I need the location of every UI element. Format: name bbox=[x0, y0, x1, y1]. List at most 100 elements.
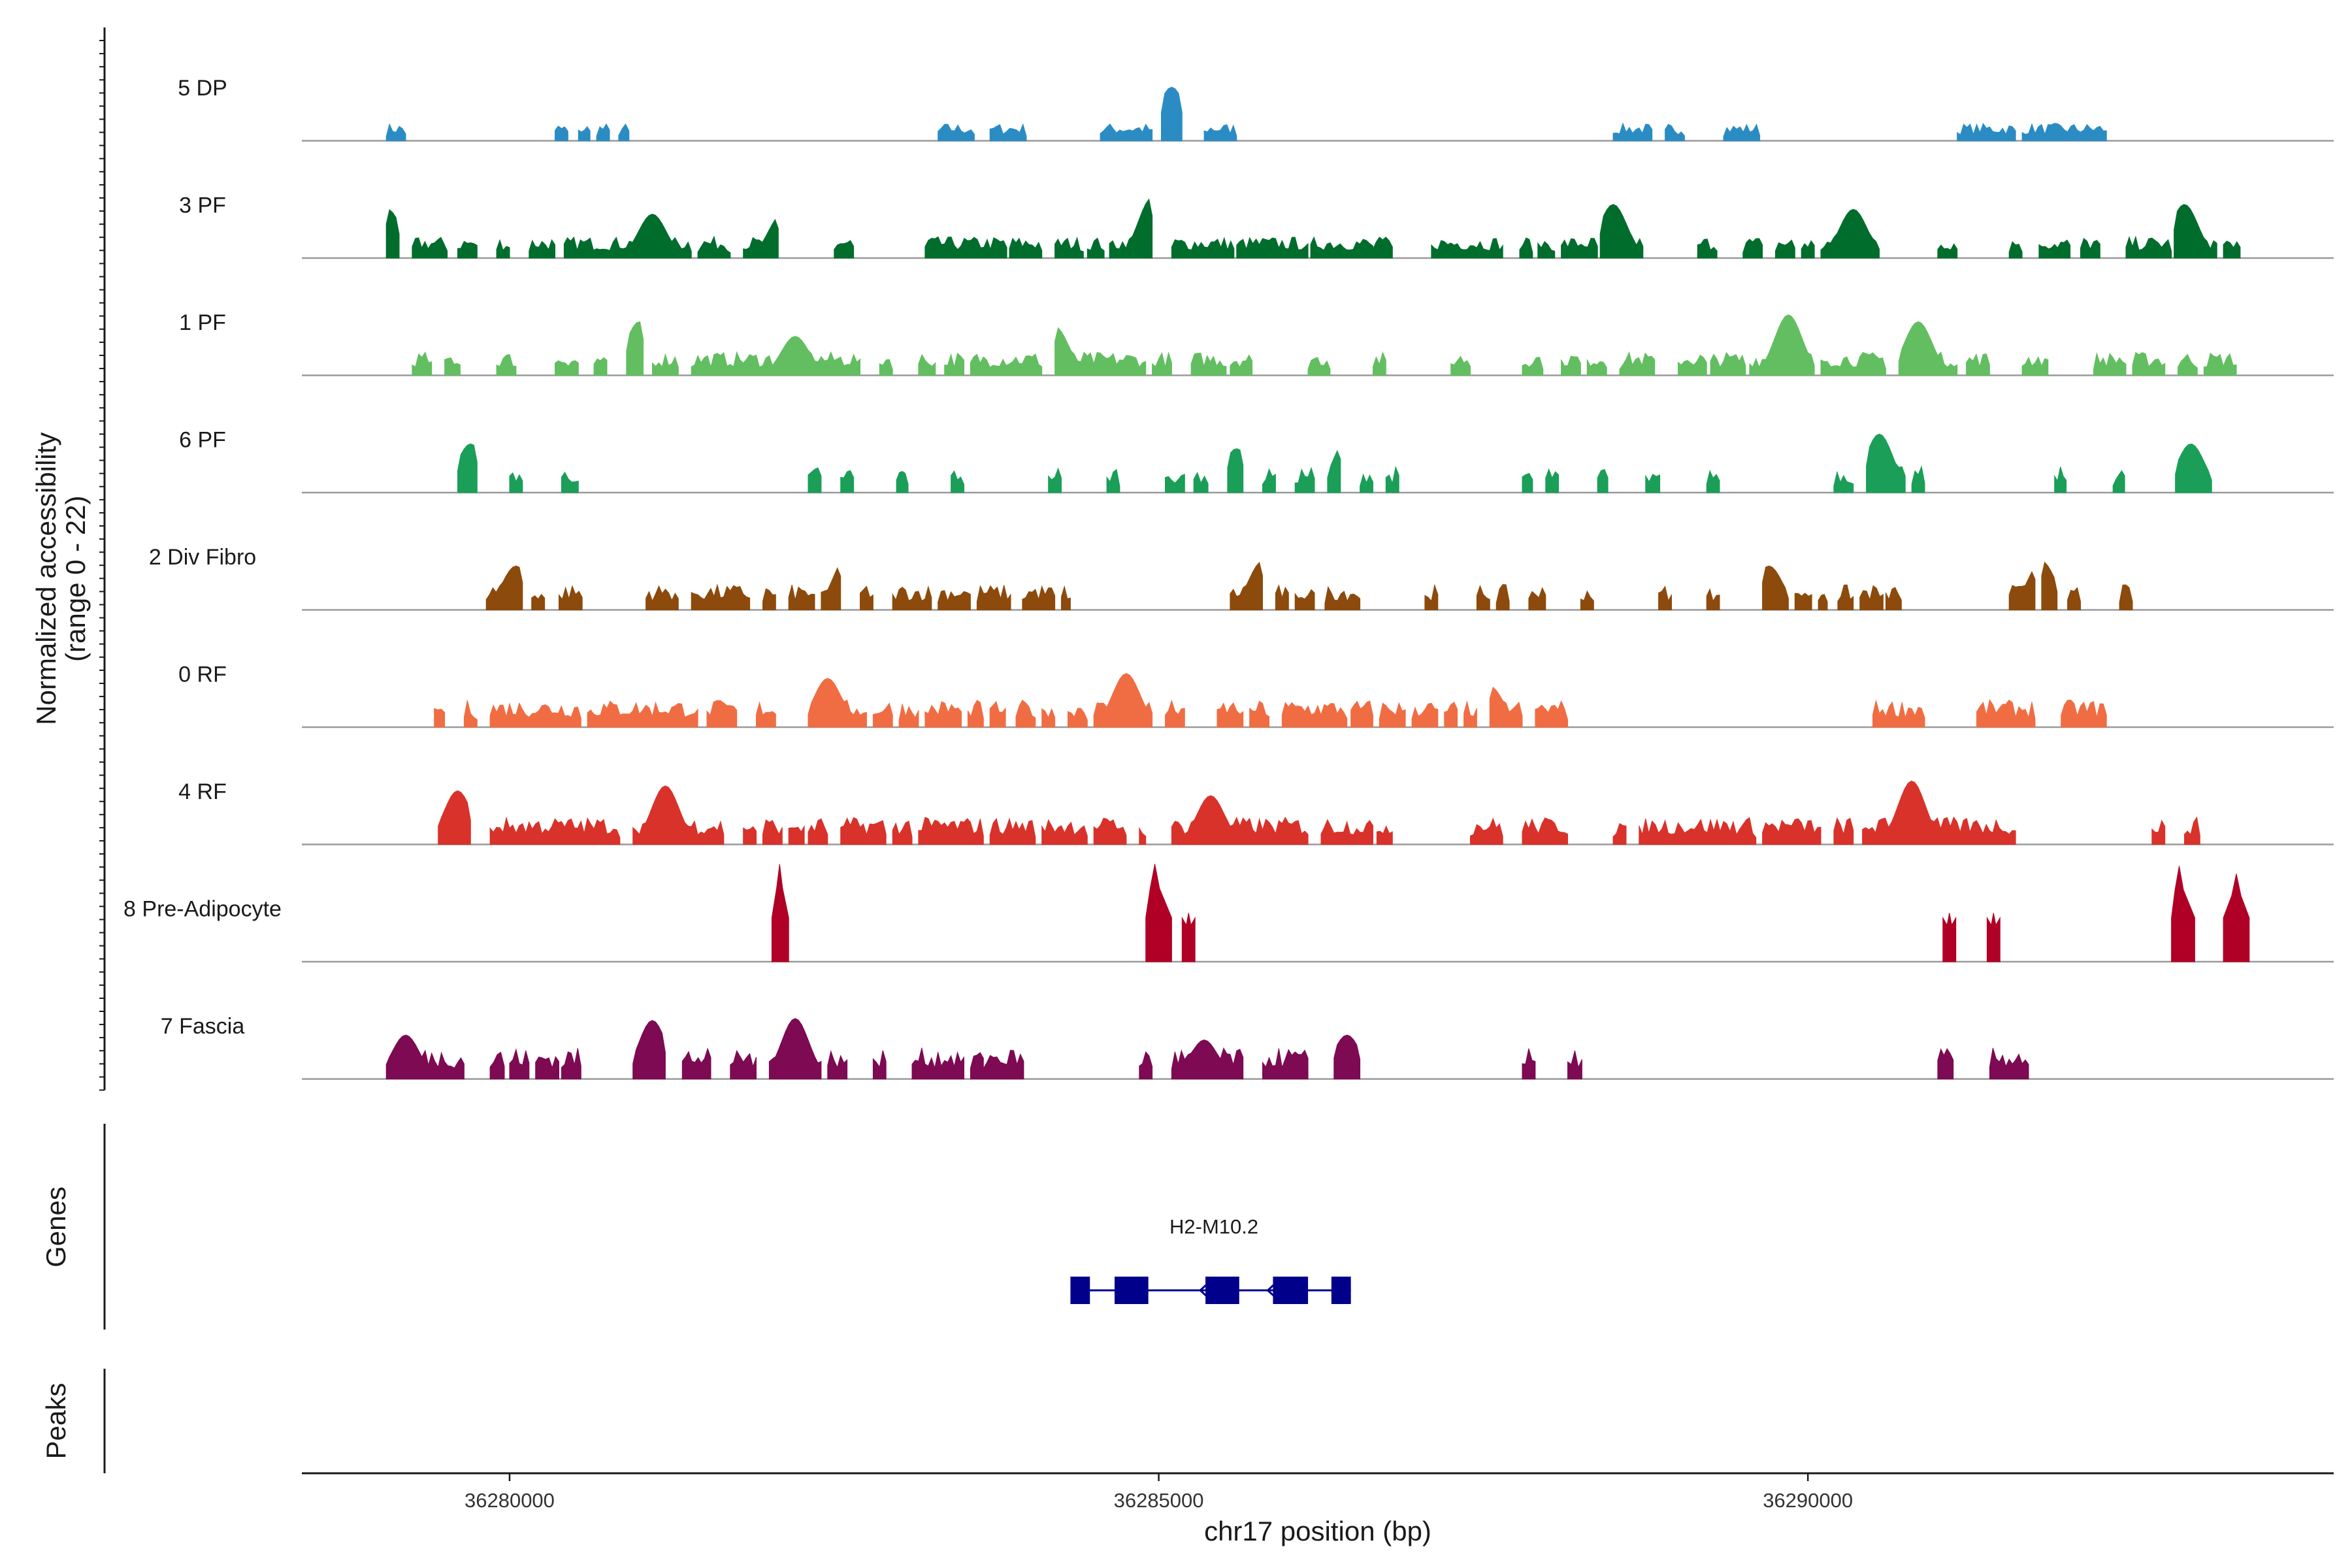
coverage-area bbox=[593, 357, 608, 376]
x-axis: 36280000 36285000 36290000 bbox=[302, 1472, 2334, 1512]
coverage-area bbox=[509, 472, 523, 493]
coverage-area bbox=[1989, 1047, 2029, 1079]
coverage-area bbox=[555, 125, 568, 141]
coverage-area bbox=[840, 470, 855, 493]
track-label: 6 PF bbox=[179, 428, 226, 453]
coverage-area bbox=[1379, 702, 1406, 728]
coverage-area bbox=[489, 816, 621, 845]
coverage-area bbox=[1320, 819, 1373, 845]
coverage-area bbox=[1236, 237, 1309, 259]
coverage-area bbox=[1976, 699, 2036, 728]
coverage-area bbox=[1431, 238, 1503, 259]
coverage-area bbox=[691, 583, 751, 610]
coverage-area bbox=[457, 443, 478, 493]
coverage-area bbox=[1522, 817, 1568, 845]
track-1-pf: 1 PF bbox=[179, 310, 2334, 376]
track-label: 8 Pre-Adipocyte bbox=[123, 897, 282, 922]
coverage-area bbox=[788, 584, 815, 610]
coverage-area bbox=[2184, 816, 2200, 845]
coverage-area bbox=[529, 238, 555, 259]
coverage-area bbox=[1450, 355, 1471, 376]
coverage-area bbox=[2174, 204, 2217, 259]
coverage-area bbox=[1762, 565, 1789, 610]
coverage-area bbox=[697, 235, 731, 259]
coverage-area bbox=[1537, 240, 1556, 259]
coverage-area bbox=[1230, 561, 1263, 610]
coverage-area bbox=[1706, 588, 1720, 610]
track-label: 2 Div Fibro bbox=[149, 545, 256, 570]
coverage-area bbox=[1181, 913, 1196, 962]
coverage-area bbox=[1911, 465, 1925, 493]
coverage-area bbox=[989, 700, 1006, 728]
coverage-area bbox=[489, 702, 581, 728]
coverage-area bbox=[2067, 587, 2081, 610]
coverage-area bbox=[1742, 238, 1763, 259]
gene-annotation: H2-M10.2 bbox=[1070, 1215, 1351, 1304]
coverage-area bbox=[531, 594, 546, 610]
coverage-area bbox=[840, 817, 887, 845]
coverage-area bbox=[1706, 469, 1720, 493]
coverage-area bbox=[1639, 817, 1757, 845]
coverage-area bbox=[1217, 702, 1244, 728]
coverage-area bbox=[2178, 353, 2198, 376]
coverage-area bbox=[762, 588, 776, 610]
coverage-area bbox=[385, 1034, 465, 1079]
track-4-rf: 4 RF bbox=[178, 779, 2334, 845]
coverage-area bbox=[1360, 473, 1373, 493]
coverage-area bbox=[496, 353, 517, 376]
peaks-panel-title: Peaks bbox=[41, 1383, 71, 1460]
coverage-area bbox=[1885, 587, 1902, 610]
coverage-area bbox=[1275, 584, 1289, 610]
gene-exon bbox=[1115, 1277, 1149, 1304]
coverage-area bbox=[872, 702, 893, 728]
coverage-area bbox=[2041, 561, 2058, 610]
coverage-area bbox=[706, 700, 738, 728]
genes-panel-title: Genes bbox=[41, 1186, 71, 1267]
coverage-area bbox=[1862, 780, 2016, 845]
coverage-area bbox=[808, 678, 867, 728]
x-tick-label: 36290000 bbox=[1763, 1489, 1853, 1512]
coverage-area bbox=[1463, 700, 1477, 728]
coverage-area bbox=[1373, 351, 1386, 376]
coverage-area bbox=[1567, 1050, 1582, 1079]
coverage-area bbox=[444, 357, 461, 376]
coverage-area bbox=[2171, 866, 2195, 962]
track-0-rf: 0 RF bbox=[178, 662, 2334, 728]
coverage-area bbox=[1310, 236, 1373, 259]
coverage-area bbox=[1820, 208, 1880, 259]
coverage-area bbox=[1385, 465, 1399, 493]
coverage-area bbox=[1872, 700, 1925, 728]
gene-exon bbox=[1331, 1277, 1351, 1304]
coverage-area bbox=[944, 352, 964, 376]
track-label: 7 Fascia bbox=[161, 1014, 245, 1039]
coverage-area bbox=[1658, 585, 1672, 610]
coverage-area bbox=[743, 826, 757, 845]
coverage-area bbox=[2021, 123, 2107, 141]
coverage-area bbox=[587, 700, 698, 728]
coverage-area bbox=[2223, 874, 2250, 962]
coverage-area bbox=[872, 1050, 887, 1079]
coverage-area bbox=[1535, 700, 1568, 728]
coverage-area bbox=[1723, 123, 1761, 141]
coverage-area bbox=[1495, 584, 1510, 610]
coverage-area bbox=[1009, 237, 1043, 259]
coverage-area bbox=[2223, 240, 2241, 259]
coverage-area bbox=[1068, 708, 1088, 728]
coverage-area bbox=[1086, 237, 1105, 259]
coverage-area bbox=[1833, 470, 1854, 493]
coverage-area bbox=[2080, 238, 2100, 259]
coverage-area bbox=[1190, 352, 1227, 376]
coverage-area bbox=[1597, 468, 1609, 493]
coverage-area bbox=[1470, 817, 1503, 845]
coverage-area bbox=[559, 585, 583, 610]
coverage-area bbox=[632, 1020, 666, 1079]
coverage-area bbox=[1710, 351, 1746, 376]
coverage-area bbox=[768, 1018, 822, 1079]
coverage-area bbox=[788, 825, 805, 845]
coverage-area bbox=[1599, 204, 1644, 259]
coverage-area bbox=[485, 565, 523, 610]
coverage-area bbox=[1294, 466, 1315, 493]
coverage-area bbox=[1171, 795, 1309, 845]
coverage-area bbox=[1152, 351, 1172, 376]
